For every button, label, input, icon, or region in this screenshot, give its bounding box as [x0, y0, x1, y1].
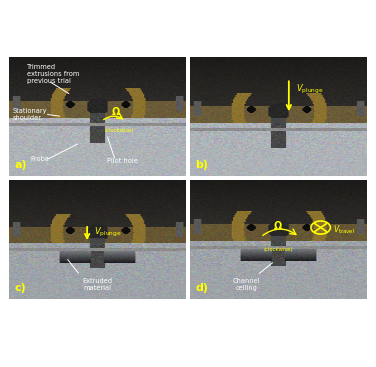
Text: $V_{\rm travel}$: $V_{\rm travel}$ [333, 224, 355, 236]
Text: (clockwise): (clockwise) [104, 128, 134, 134]
Text: c): c) [15, 283, 26, 293]
Text: Probe: Probe [30, 156, 50, 162]
Text: Channel
ceiling: Channel ceiling [233, 278, 260, 291]
Text: d): d) [195, 283, 208, 293]
Text: Extruded
material: Extruded material [83, 278, 113, 291]
Text: Pilot hole: Pilot hole [107, 158, 138, 164]
Text: Trimmed
extrusions from
previous trial: Trimmed extrusions from previous trial [27, 64, 79, 84]
Text: Ω: Ω [274, 221, 282, 231]
Text: (clockwise): (clockwise) [264, 247, 293, 252]
Text: $V_{\rm plunge}$: $V_{\rm plunge}$ [94, 226, 122, 239]
Text: $V_{\rm plunge}$: $V_{\rm plunge}$ [296, 83, 323, 96]
Text: a): a) [15, 160, 27, 170]
Text: Ω: Ω [111, 106, 120, 117]
Text: b): b) [195, 160, 208, 170]
Text: Stationary
shoulder: Stationary shoulder [13, 108, 47, 121]
